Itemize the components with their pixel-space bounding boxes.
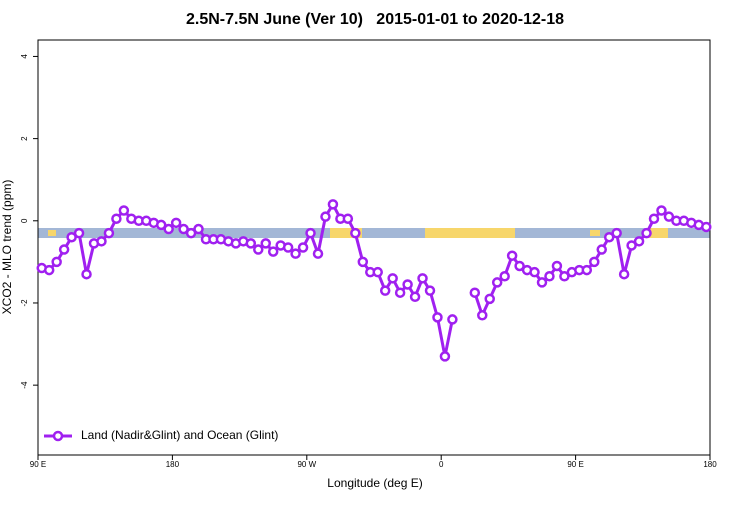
point xyxy=(417,273,428,284)
x-tick-label: 180 xyxy=(703,460,717,469)
point xyxy=(663,211,675,222)
chart-title: 2.5N-7.5N June (Ver 10) 2015-01-01 to 20… xyxy=(186,11,564,28)
point xyxy=(320,211,331,222)
point xyxy=(424,285,436,296)
point xyxy=(342,213,354,224)
x-tick-label: 90 E xyxy=(30,460,46,469)
point xyxy=(596,244,607,255)
point xyxy=(379,285,391,296)
y-tick-label: -2 xyxy=(20,299,29,307)
land-patch xyxy=(590,230,600,236)
point xyxy=(66,231,77,243)
series-line xyxy=(41,202,707,358)
point xyxy=(469,287,481,298)
point xyxy=(409,291,421,303)
point xyxy=(73,227,85,239)
point xyxy=(193,223,204,235)
point xyxy=(305,227,316,239)
point xyxy=(297,242,309,253)
land-patch xyxy=(648,228,668,238)
x-tick-label: 90 W xyxy=(297,460,316,469)
point xyxy=(267,246,279,257)
point xyxy=(118,205,130,216)
point xyxy=(103,227,115,239)
point xyxy=(656,205,667,216)
y-tick-label: -4 xyxy=(20,381,29,389)
point xyxy=(701,221,712,233)
point xyxy=(402,279,413,290)
x-axis-label: Longitude (deg E) xyxy=(327,476,422,490)
point xyxy=(477,310,488,321)
point xyxy=(51,256,62,268)
point xyxy=(185,227,197,239)
x-tick-label: 0 xyxy=(439,460,444,469)
plot-frame xyxy=(37,39,711,456)
point xyxy=(544,271,555,282)
point xyxy=(394,287,406,298)
land-patch xyxy=(330,228,362,238)
point xyxy=(514,260,525,272)
point xyxy=(387,273,398,284)
point xyxy=(581,264,593,276)
point xyxy=(81,268,92,280)
point xyxy=(499,271,510,282)
point xyxy=(290,248,301,259)
point xyxy=(260,238,271,249)
legend-marker xyxy=(52,430,64,442)
y-tick-label: 2 xyxy=(20,136,29,141)
point xyxy=(170,217,182,229)
point xyxy=(439,351,451,362)
point xyxy=(626,240,637,251)
point xyxy=(111,213,122,224)
y-tick-label: 4 xyxy=(20,54,29,59)
point xyxy=(529,266,540,278)
point xyxy=(589,256,600,268)
point xyxy=(559,271,570,282)
point xyxy=(357,256,369,268)
x-tick-label: 90 E xyxy=(567,460,583,469)
point xyxy=(603,231,615,243)
point xyxy=(163,223,174,235)
point xyxy=(648,213,660,224)
land-patch xyxy=(425,228,515,238)
point xyxy=(611,227,622,239)
y-axis-label: XCO2 - MLO trend (ppm) xyxy=(0,180,14,315)
point xyxy=(536,277,548,288)
point xyxy=(633,236,645,247)
legend-label: Land (Nadir&Glint) and Ocean (Glint) xyxy=(81,428,278,442)
point xyxy=(641,227,652,239)
point xyxy=(43,264,55,276)
point xyxy=(155,219,167,231)
point xyxy=(253,244,264,255)
point xyxy=(58,244,70,255)
point xyxy=(491,277,503,288)
x-tick-label: 180 xyxy=(166,460,180,469)
point xyxy=(618,268,630,280)
point xyxy=(282,242,294,253)
point xyxy=(484,293,495,305)
land-ocean-band xyxy=(38,228,710,238)
point xyxy=(245,238,257,249)
point xyxy=(350,227,361,239)
point xyxy=(372,266,383,278)
point xyxy=(312,248,324,259)
point xyxy=(327,199,339,210)
point xyxy=(432,312,443,323)
ocean-band xyxy=(38,228,710,238)
land-patch xyxy=(48,230,56,236)
point xyxy=(551,260,563,272)
point xyxy=(178,223,189,235)
point xyxy=(447,314,458,325)
y-tick-label: 0 xyxy=(20,218,29,223)
point xyxy=(506,250,518,261)
point xyxy=(96,236,107,247)
